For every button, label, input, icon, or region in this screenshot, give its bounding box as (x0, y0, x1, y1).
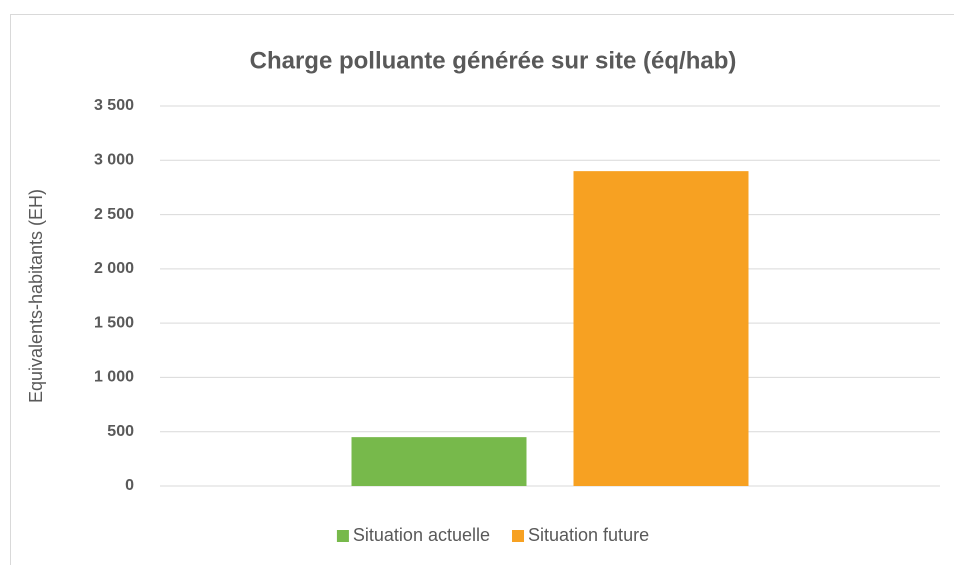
chart-title: Charge polluante générée sur site (éq/ha… (250, 47, 737, 74)
legend-swatch (336, 530, 349, 542)
y-tick-label: 0 (125, 477, 134, 494)
y-tick-label: 1 500 (94, 314, 134, 331)
y-tick-label: 3 000 (94, 152, 134, 169)
y-tick-label: 2 000 (94, 260, 134, 277)
legend-label: Situation future (528, 525, 649, 545)
y-tick-label: 3 500 (94, 97, 134, 114)
legend-swatch (512, 530, 525, 542)
y-tick-label: 500 (107, 423, 134, 440)
bar (573, 171, 749, 486)
legend-label: Situation actuelle (353, 525, 490, 545)
y-tick-label: 2 500 (94, 206, 134, 223)
y-tick-label: 1 000 (94, 369, 134, 386)
bar (351, 437, 527, 486)
y-axis-label: Equivalents-habitants (EH) (26, 189, 46, 403)
